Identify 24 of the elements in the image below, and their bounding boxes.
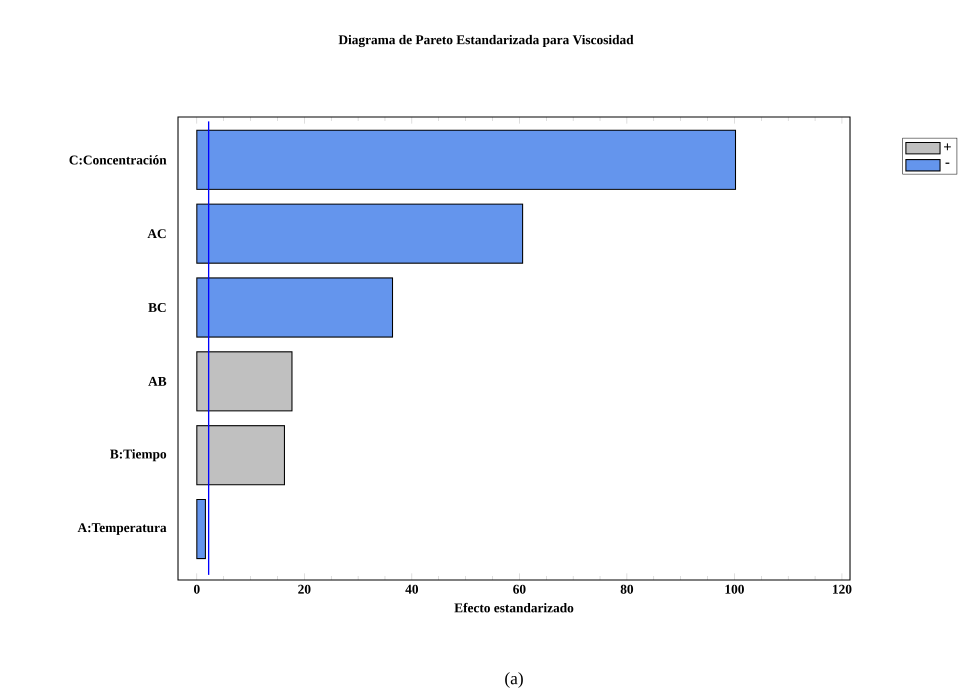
y-tick-label: BC	[148, 303, 166, 312]
bar	[196, 498, 206, 560]
bar	[196, 277, 394, 338]
x-tick-label: 0	[194, 584, 200, 594]
bar	[196, 351, 293, 412]
x-axis-title: Efecto estandarizado	[454, 602, 574, 612]
text: (a)	[505, 672, 523, 688]
y-tick-label: B:Tiempo	[110, 449, 166, 462]
chart-title: Diagrama de Pareto Estandarizada para Viscosidad	[338, 34, 634, 48]
legend-label: +	[944, 143, 951, 150]
bar	[196, 204, 524, 264]
x-tick-label: 20	[298, 584, 311, 594]
y-tick-label: C:Concentración	[70, 155, 166, 165]
x-tick-label: 60	[513, 584, 526, 594]
x-tick-label: 120	[833, 584, 852, 594]
y-tick-label: A:Temperatura	[78, 523, 166, 535]
legend-label: -	[946, 162, 950, 164]
bar	[196, 130, 736, 190]
bar	[196, 425, 285, 486]
y-tick-label: AB	[148, 376, 166, 386]
x-tick-label: 40	[405, 584, 418, 594]
y-tick-label: AC	[147, 229, 166, 238]
x-tick-label: 100	[725, 584, 744, 594]
x-tick-label: 80	[620, 584, 634, 594]
